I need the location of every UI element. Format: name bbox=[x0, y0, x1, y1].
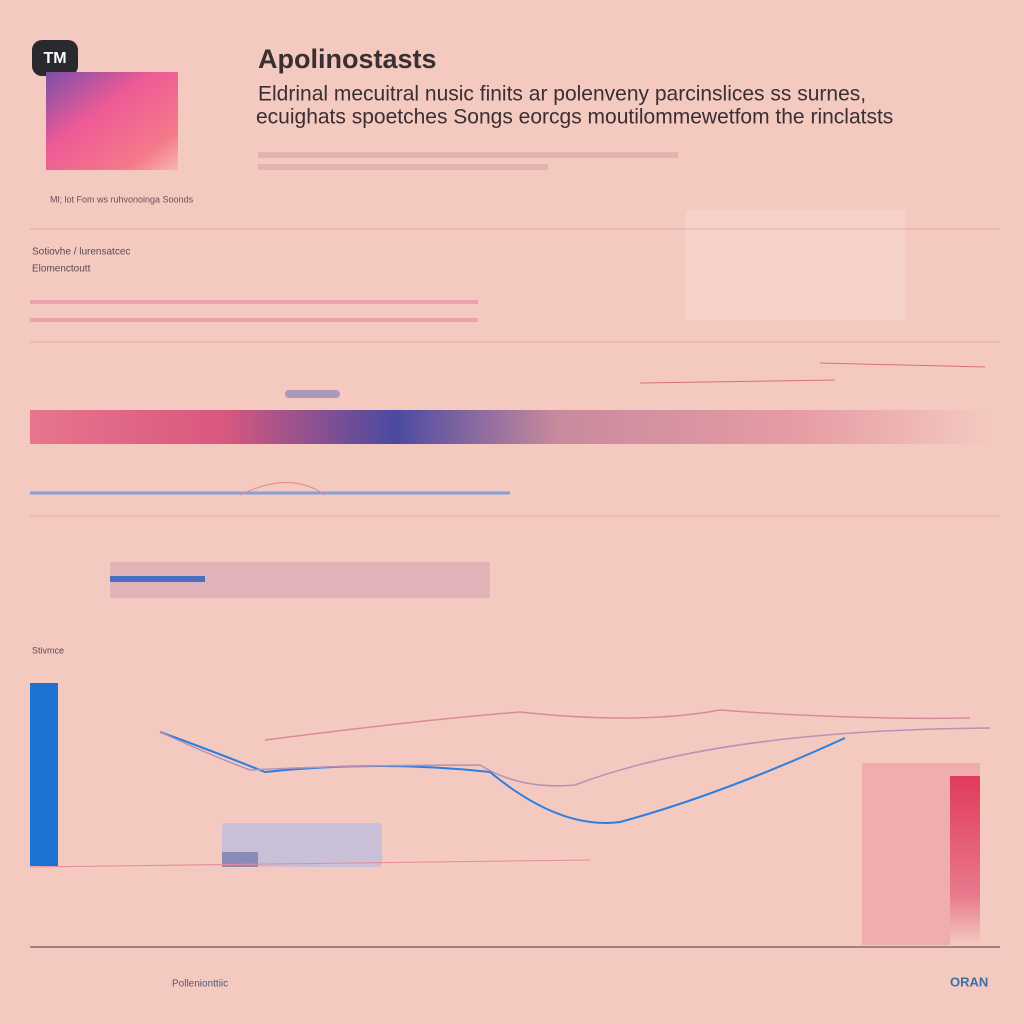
curve bbox=[264, 709, 971, 741]
block bbox=[222, 823, 382, 867]
info-card bbox=[685, 210, 905, 320]
footer-brand: ORAN bbox=[950, 974, 988, 989]
curve bbox=[239, 482, 326, 496]
badge-text: TM bbox=[43, 50, 66, 67]
block bbox=[222, 852, 258, 867]
bar bbox=[30, 683, 58, 866]
line bbox=[819, 362, 986, 368]
caption: Ml; lot Fom ws ruhvonoinga Soonds bbox=[50, 194, 194, 204]
line bbox=[29, 859, 591, 868]
text-placeholder bbox=[258, 164, 548, 170]
title: Apolinostasts bbox=[258, 44, 437, 74]
legend-strip bbox=[30, 300, 478, 304]
section-label: Stivmce bbox=[32, 645, 64, 655]
text-placeholder bbox=[258, 152, 678, 158]
section-label: Elomenctoutt bbox=[32, 264, 91, 275]
curve bbox=[159, 731, 846, 824]
cover-art bbox=[46, 72, 178, 170]
bar bbox=[950, 776, 980, 945]
line bbox=[639, 379, 836, 384]
badge bbox=[32, 40, 78, 76]
legend-strip bbox=[30, 318, 478, 322]
section-label: Sotiovhe / lurensatcec bbox=[32, 247, 130, 258]
curve bbox=[159, 727, 991, 787]
pill bbox=[285, 390, 340, 398]
bar bbox=[110, 576, 205, 582]
subtitle: Eldrinal mecuitral nusic finits ar polen… bbox=[258, 83, 866, 106]
gradient-band bbox=[30, 410, 990, 444]
footer-link[interactable]: Pollenionttiic bbox=[172, 979, 228, 990]
subtitle: ecuighats spoetches Songs eorcgs moutilo… bbox=[256, 106, 893, 129]
